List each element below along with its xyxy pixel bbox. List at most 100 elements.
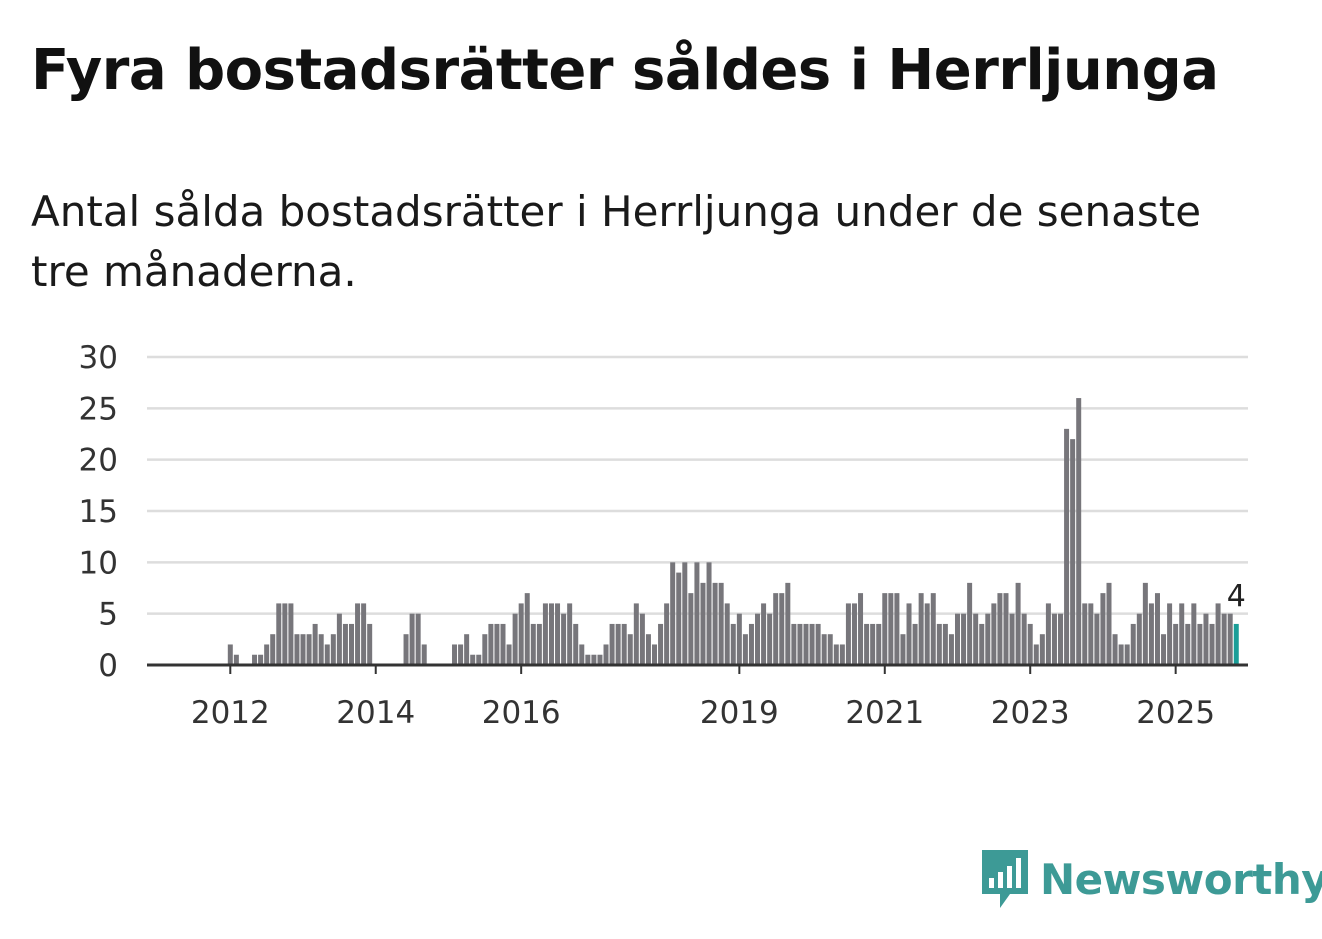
bars <box>227 398 1239 665</box>
bar <box>300 634 306 665</box>
bar <box>464 634 470 665</box>
bar <box>961 613 967 665</box>
bar <box>1209 623 1215 665</box>
bar <box>870 623 876 665</box>
bar <box>597 654 603 665</box>
bar <box>1064 428 1070 665</box>
bar <box>276 603 282 665</box>
bar <box>1058 613 1064 665</box>
x-tick-label: 2021 <box>845 695 924 731</box>
bar <box>736 613 742 665</box>
bar <box>876 623 882 665</box>
bar <box>1082 603 1088 665</box>
bar <box>573 623 579 665</box>
newsworthy-logo: Newsworthy <box>980 848 1322 910</box>
bar <box>409 613 415 665</box>
bar <box>779 593 785 665</box>
bar <box>1100 593 1106 665</box>
bar <box>973 613 979 665</box>
bar <box>415 613 421 665</box>
bar <box>827 634 833 665</box>
bar <box>264 644 270 665</box>
bar-chart-speech-bubble-icon <box>982 850 1028 908</box>
bar <box>924 603 930 665</box>
y-tick-label: 0 <box>98 648 118 684</box>
x-tick-label: 2016 <box>482 695 561 731</box>
bar <box>839 644 845 665</box>
chart-title: Fyra bostadsrätter såldes i Herrljunga <box>31 38 1219 103</box>
bar <box>803 623 809 665</box>
bar <box>894 593 900 665</box>
bar <box>633 603 639 665</box>
bar <box>864 623 870 665</box>
bar <box>1142 582 1148 665</box>
bar <box>1027 623 1033 665</box>
bar <box>355 603 361 665</box>
bar <box>930 593 936 665</box>
bar <box>1021 613 1027 665</box>
bar <box>282 603 288 665</box>
bar <box>1039 634 1045 665</box>
bar <box>579 644 585 665</box>
bar <box>761 603 767 665</box>
bar <box>476 654 482 665</box>
bar <box>967 582 973 665</box>
bar <box>845 603 851 665</box>
bar <box>1154 593 1160 665</box>
bar <box>942 623 948 665</box>
bar <box>452 644 458 665</box>
bar <box>1070 439 1076 665</box>
bar <box>1221 613 1227 665</box>
bar <box>652 644 657 665</box>
bar <box>494 623 500 665</box>
bar <box>548 603 554 665</box>
bar <box>518 603 524 665</box>
bar <box>912 623 918 665</box>
y-tick-label: 15 <box>79 494 118 530</box>
bar <box>403 634 409 665</box>
bar <box>488 623 494 665</box>
x-tick-label: 2019 <box>700 695 779 731</box>
bar <box>664 603 670 665</box>
y-tick-label: 25 <box>79 391 118 427</box>
bar <box>700 582 706 665</box>
bar <box>900 634 906 665</box>
bar <box>1227 613 1233 665</box>
bar <box>367 623 373 665</box>
bar <box>670 562 676 665</box>
bar <box>742 634 748 665</box>
bar <box>1051 613 1057 665</box>
bar <box>821 634 827 665</box>
bar <box>785 582 791 665</box>
bar <box>1009 613 1015 665</box>
y-tick-label: 5 <box>98 597 118 633</box>
bar <box>1173 623 1179 665</box>
chart-subtitle: Antal sålda bostadsrätter i Herrljunga u… <box>31 187 1202 296</box>
bar <box>682 562 688 665</box>
bar <box>591 654 597 665</box>
bar <box>512 613 518 665</box>
bar <box>349 623 354 665</box>
bar <box>1136 613 1142 665</box>
bar <box>658 623 664 665</box>
bar <box>1185 623 1191 665</box>
bar <box>906 603 912 665</box>
bar <box>615 623 621 665</box>
y-tick-label: 30 <box>79 340 118 376</box>
x-tick-label: 2025 <box>1136 695 1215 731</box>
bar <box>730 623 736 665</box>
bar <box>318 634 324 665</box>
bar <box>1179 603 1185 665</box>
bar <box>1045 603 1051 665</box>
bar <box>1161 634 1167 665</box>
bar <box>645 634 651 665</box>
bar <box>567 603 573 665</box>
bar <box>336 613 342 665</box>
y-tick-label: 10 <box>79 545 118 581</box>
bar <box>712 582 718 665</box>
bar <box>1215 603 1221 665</box>
bar <box>306 634 312 665</box>
bar <box>755 613 761 665</box>
